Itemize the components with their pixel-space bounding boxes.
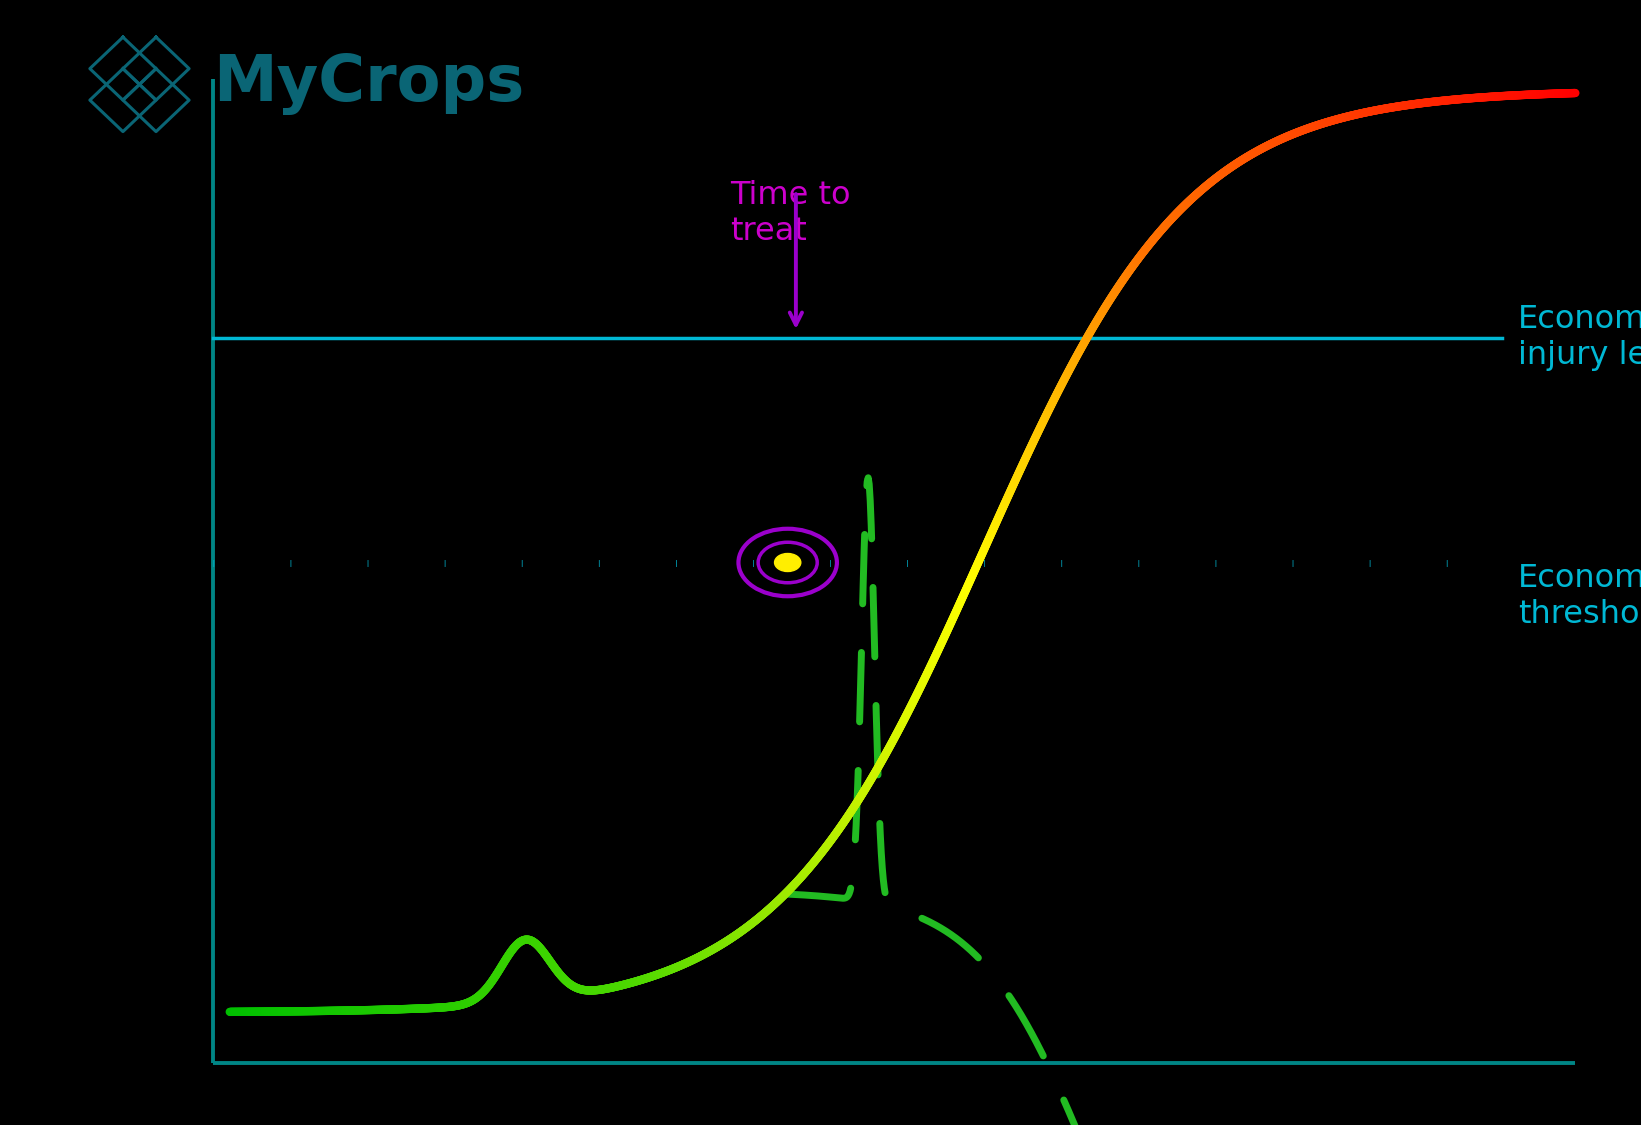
Text: MyCrops: MyCrops (213, 53, 525, 116)
Text: Time to
treat: Time to treat (730, 180, 850, 246)
Circle shape (775, 554, 801, 572)
Text: Economic
injury level: Economic injury level (1518, 304, 1641, 371)
Text: Economic
threshold: Economic threshold (1518, 562, 1641, 630)
